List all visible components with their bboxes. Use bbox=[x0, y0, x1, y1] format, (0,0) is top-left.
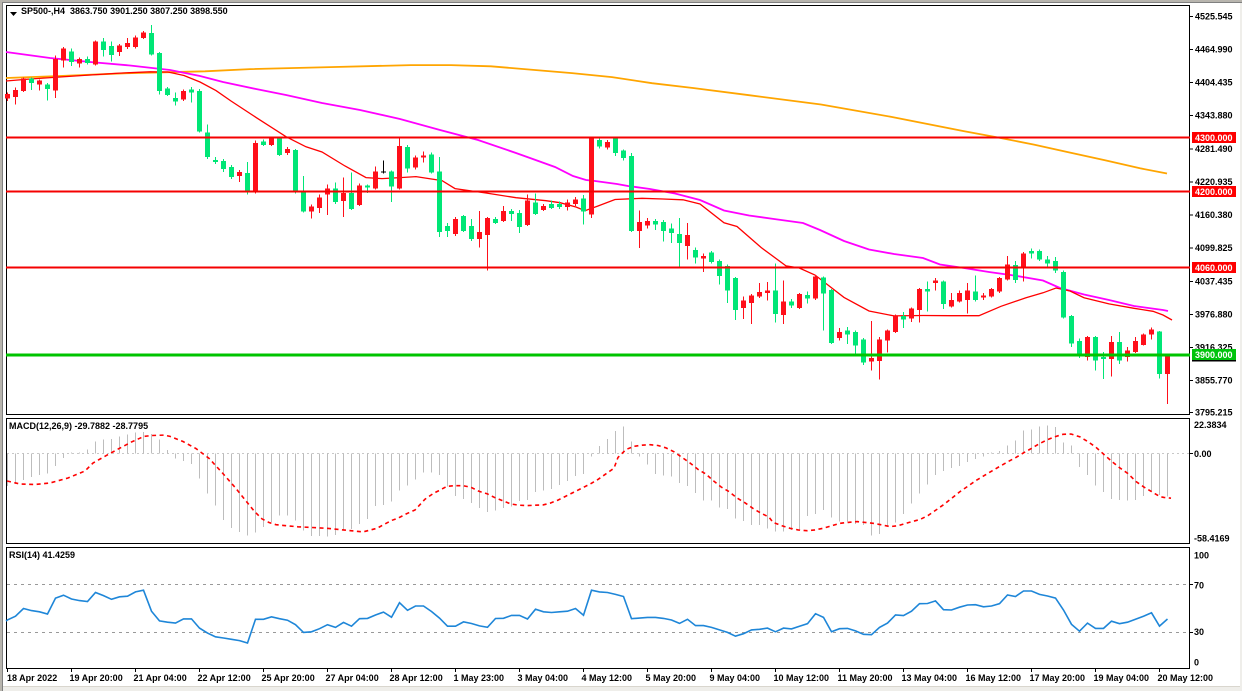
svg-text:17 May 20:00: 17 May 20:00 bbox=[1030, 673, 1086, 683]
svg-text:22 Apr 12:00: 22 Apr 12:00 bbox=[198, 673, 251, 683]
svg-text:19 May 04:00: 19 May 04:00 bbox=[1094, 673, 1150, 683]
svg-text:4281.490: 4281.490 bbox=[1195, 144, 1233, 154]
svg-text:4220.935: 4220.935 bbox=[1195, 177, 1233, 187]
svg-text:4200.000: 4200.000 bbox=[1195, 187, 1233, 197]
svg-text:0: 0 bbox=[1194, 658, 1199, 668]
svg-text:4300.000: 4300.000 bbox=[1195, 133, 1233, 143]
svg-text:9 May 04:00: 9 May 04:00 bbox=[710, 673, 761, 683]
svg-text:70: 70 bbox=[1194, 580, 1204, 590]
svg-text:4099.825: 4099.825 bbox=[1195, 243, 1233, 253]
svg-text:3795.215: 3795.215 bbox=[1195, 408, 1233, 418]
svg-text:3916.325: 3916.325 bbox=[1195, 343, 1233, 353]
svg-text:20 May 12:00: 20 May 12:00 bbox=[1158, 673, 1214, 683]
svg-text:4060.000: 4060.000 bbox=[1195, 263, 1233, 273]
svg-text:3900.000: 3900.000 bbox=[1195, 350, 1233, 360]
svg-text:100: 100 bbox=[1194, 550, 1209, 560]
svg-text:SP500-,H4 3863.750 3901.250 3: SP500-,H4 3863.750 3901.250 3807.250 389… bbox=[21, 6, 228, 16]
svg-text:4343.880: 4343.880 bbox=[1195, 111, 1233, 121]
svg-text:MACD(12,26,9) -29.7882 -28.779: MACD(12,26,9) -29.7882 -28.7795 bbox=[9, 421, 148, 431]
svg-text:27 Apr 04:00: 27 Apr 04:00 bbox=[326, 673, 379, 683]
svg-text:30: 30 bbox=[1194, 627, 1204, 637]
svg-text:11 May 20:00: 11 May 20:00 bbox=[838, 673, 893, 683]
svg-text:3855.770: 3855.770 bbox=[1195, 376, 1233, 386]
svg-text:4160.380: 4160.380 bbox=[1195, 210, 1233, 220]
svg-text:3 May 04:00: 3 May 04:00 bbox=[518, 673, 569, 683]
svg-text:28 Apr 12:00: 28 Apr 12:00 bbox=[390, 673, 443, 683]
svg-text:10 May 12:00: 10 May 12:00 bbox=[774, 673, 830, 683]
svg-text:19 Apr 20:00: 19 Apr 20:00 bbox=[70, 673, 123, 683]
svg-text:4 May 12:00: 4 May 12:00 bbox=[582, 673, 633, 683]
svg-text:4525.545: 4525.545 bbox=[1195, 12, 1233, 22]
svg-text:0.00: 0.00 bbox=[1194, 449, 1212, 459]
svg-text:1 May 23:00: 1 May 23:00 bbox=[454, 673, 505, 683]
svg-text:-58.4169: -58.4169 bbox=[1194, 534, 1230, 544]
svg-text:RSI(14) 41.4259: RSI(14) 41.4259 bbox=[9, 550, 75, 560]
svg-text:22.3834: 22.3834 bbox=[1194, 420, 1227, 430]
svg-text:18 Apr 2022: 18 Apr 2022 bbox=[7, 673, 57, 683]
svg-text:3976.880: 3976.880 bbox=[1195, 310, 1233, 320]
svg-text:13 May 04:00: 13 May 04:00 bbox=[902, 673, 958, 683]
svg-text:4037.435: 4037.435 bbox=[1195, 277, 1233, 287]
svg-text:16 May 12:00: 16 May 12:00 bbox=[966, 673, 1022, 683]
svg-text:5 May 20:00: 5 May 20:00 bbox=[646, 673, 697, 683]
svg-text:25 Apr 20:00: 25 Apr 20:00 bbox=[262, 673, 315, 683]
svg-text:4404.435: 4404.435 bbox=[1195, 78, 1233, 88]
svg-text:4464.990: 4464.990 bbox=[1195, 45, 1233, 55]
svg-text:21 Apr 04:00: 21 Apr 04:00 bbox=[134, 673, 187, 683]
